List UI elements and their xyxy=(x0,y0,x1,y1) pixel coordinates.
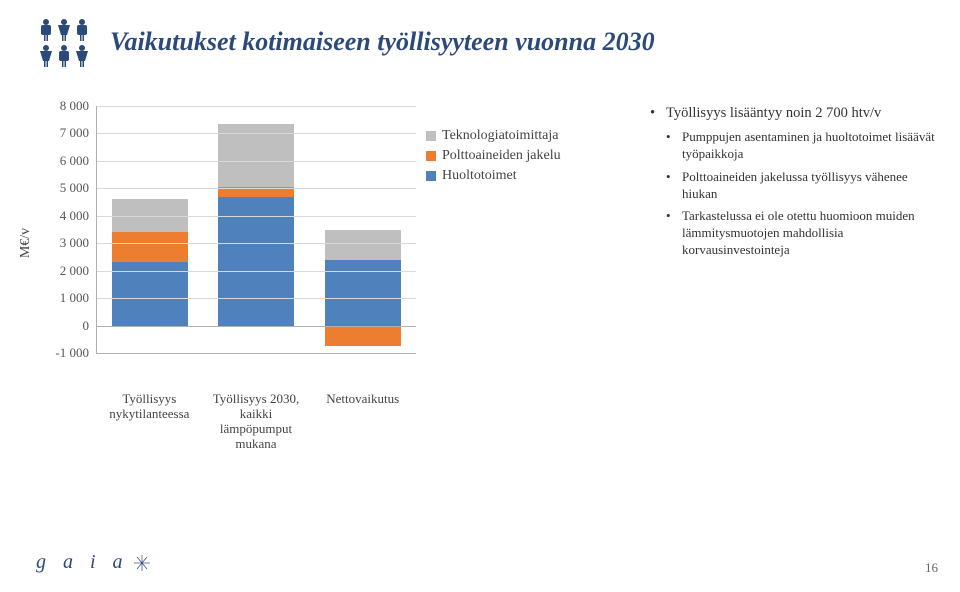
y-tick-label: 7 000 xyxy=(60,125,97,141)
y-tick-label: 8 000 xyxy=(60,98,97,114)
bullet-sub: Tarkastelussa ei ole otettu huomioon mui… xyxy=(666,208,940,259)
legend-item: Huoltotoimet xyxy=(426,168,626,184)
page-number: 16 xyxy=(925,560,938,576)
bar-seg-huolto xyxy=(112,262,188,325)
y-axis-label: M€/v xyxy=(18,228,34,258)
bar-column xyxy=(318,106,408,353)
y-tick-label: 4 000 xyxy=(60,208,97,224)
bar-column xyxy=(105,106,195,353)
y-tick-label: 3 000 xyxy=(60,235,97,251)
y-tick-label: 5 000 xyxy=(60,180,97,196)
bar-seg-huolto xyxy=(325,260,401,326)
people-icon xyxy=(36,14,92,70)
bar-seg-poltto xyxy=(112,232,188,262)
x-axis-label: Työllisyys nykytilanteessa xyxy=(96,392,203,452)
bullet-sub: Polttoaineiden jakelussa työllisyys vähe… xyxy=(666,169,940,203)
y-tick-label: 0 xyxy=(83,318,98,334)
bullet-main: Työllisyys lisääntyy noin 2 700 htv/v xyxy=(666,105,881,121)
notes-bullets: Työllisyys lisääntyy noin 2 700 htv/v Pu… xyxy=(650,104,940,267)
x-axis-label: Nettovaikutus xyxy=(309,392,416,452)
y-tick-label: 1 000 xyxy=(60,290,97,306)
y-tick-label: 6 000 xyxy=(60,153,97,169)
page-title: Vaikutukset kotimaiseen työllisyyteen vu… xyxy=(110,27,655,57)
legend-label: Teknologiatoimittaja xyxy=(442,128,558,144)
bar-column xyxy=(211,106,301,353)
bar-seg-tekno xyxy=(325,230,401,260)
legend-item: Polttoaineiden jakelu xyxy=(426,148,626,164)
legend-item: Teknologiatoimittaja xyxy=(426,128,626,144)
bullet-sub: Pumppujen asentaminen ja huoltotoimet li… xyxy=(666,129,940,163)
y-tick-label: 2 000 xyxy=(60,263,97,279)
legend-swatch xyxy=(426,131,436,141)
gaia-logo: g a i a xyxy=(36,551,151,574)
bar-seg-poltto xyxy=(325,326,401,347)
y-tick-label: -1 000 xyxy=(55,345,97,361)
chart-legend: Teknologiatoimittaja Polttoaineiden jakel… xyxy=(426,128,626,188)
legend-label: Polttoaineiden jakelu xyxy=(442,148,561,164)
legend-swatch xyxy=(426,171,436,181)
legend-swatch xyxy=(426,151,436,161)
impact-chart: M€/v -1 00001 0002 0003 0004 0005 0006 0… xyxy=(36,98,626,388)
x-axis-label: Työllisyys 2030, kaikki lämpöpumput muka… xyxy=(203,392,310,452)
legend-label: Huoltotoimet xyxy=(442,168,517,184)
